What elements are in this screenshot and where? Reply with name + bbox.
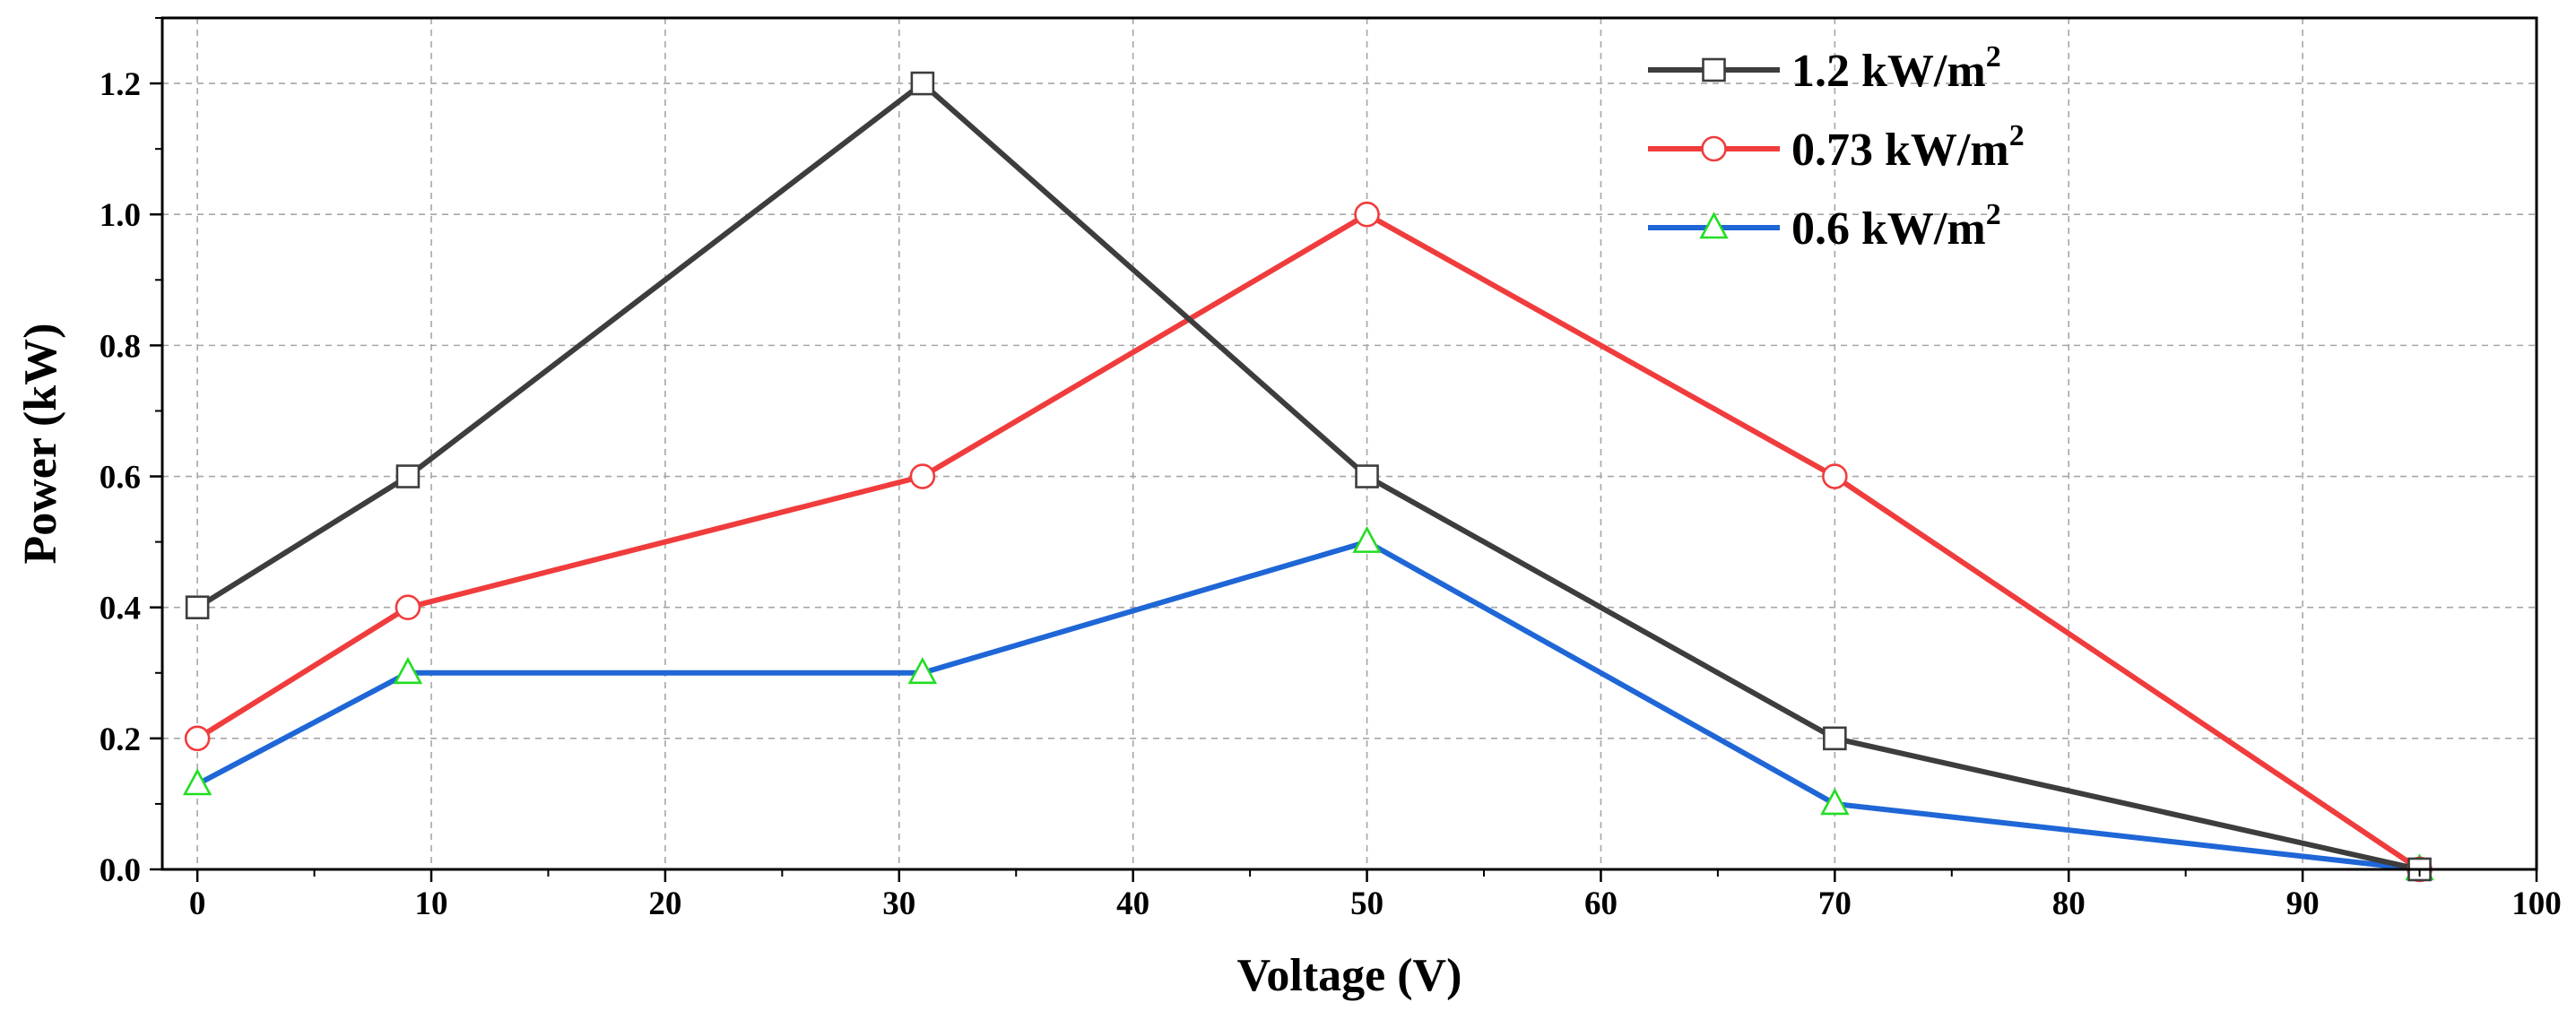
y-tick-label: 0.2 xyxy=(100,722,141,758)
x-tick-label: 100 xyxy=(2511,886,2562,922)
x-tick-label: 10 xyxy=(415,886,448,922)
data-point-square xyxy=(395,464,421,488)
data-point-circle xyxy=(184,725,211,752)
legend-label: 1.2 kW/m2 xyxy=(1791,40,2001,97)
data-point-triangle xyxy=(182,768,212,796)
y-tick-label: 0.0 xyxy=(100,852,141,889)
x-tick-label: 60 xyxy=(1584,886,1618,922)
x-tick-label: 90 xyxy=(2286,886,2320,922)
data-point-square xyxy=(910,71,935,96)
x-tick-label: 80 xyxy=(2052,886,2086,922)
legend-label-superscript: 2 xyxy=(1986,198,2001,231)
legend-label: 0.73 kW/m2 xyxy=(1791,119,2025,176)
legend-marker-triangle xyxy=(1699,212,1729,239)
series-lines xyxy=(195,81,2422,872)
data-point-circle xyxy=(1354,201,1380,228)
x-tick-label: 50 xyxy=(1350,886,1383,922)
y-tick-label: 0.4 xyxy=(100,591,141,627)
plot-frame xyxy=(160,16,2538,871)
data-point-triangle xyxy=(1820,788,1850,816)
x-axis-title: Voltage (V) xyxy=(1237,950,1462,1001)
y-tick-label: 0.6 xyxy=(100,460,141,497)
y-tick-label: 1.0 xyxy=(100,197,141,234)
legend-item: 0.73 kW/m2 xyxy=(1648,119,2025,176)
grid xyxy=(162,18,2537,869)
data-point-square xyxy=(1355,464,1379,488)
axis-tick-labels: 0 10 20 30 40 50 60 70 80 90 100 0.0 0.2 0.4 0.6 0.8 1.0… xyxy=(100,66,2562,922)
legend-item: 0.6 kW/m2 xyxy=(1648,198,2001,255)
x-tick-label: 20 xyxy=(648,886,681,922)
data-point-square xyxy=(185,595,210,619)
data-point-triangle xyxy=(1352,525,1382,553)
x-tick-label: 70 xyxy=(1818,886,1852,922)
legend-label-superscript: 2 xyxy=(2009,119,2025,152)
legend-marker-circle xyxy=(1701,135,1727,162)
legend-label: 0.6 kW/m2 xyxy=(1791,198,2001,255)
series-line xyxy=(195,212,2422,872)
y-tick-label: 1.2 xyxy=(100,66,141,103)
data-point-circle xyxy=(909,463,936,489)
legend-label-superscript: 2 xyxy=(1986,40,2001,73)
data-point-square xyxy=(1823,726,1847,751)
x-tick-label: 0 xyxy=(189,886,206,922)
y-axis-title: Power (kW) xyxy=(15,323,66,564)
legend-marker-square xyxy=(1702,57,1726,82)
data-point-circle xyxy=(1822,463,1848,489)
legend-item: 1.2 kW/m2 xyxy=(1648,40,2001,97)
x-tick-label: 40 xyxy=(1116,886,1149,922)
series-line xyxy=(195,539,2420,872)
data-point-triangle xyxy=(393,657,423,685)
data-point-triangle xyxy=(907,657,938,685)
y-tick-label: 0.8 xyxy=(100,328,141,365)
data-point-circle xyxy=(395,594,421,620)
axis-ticks xyxy=(150,17,2538,882)
x-tick-label: 30 xyxy=(882,886,915,922)
series-line xyxy=(195,81,2421,872)
legend: 1.2 kW/m2 0.73 kW/m2 0.6 kW/m2 xyxy=(1648,40,2025,255)
